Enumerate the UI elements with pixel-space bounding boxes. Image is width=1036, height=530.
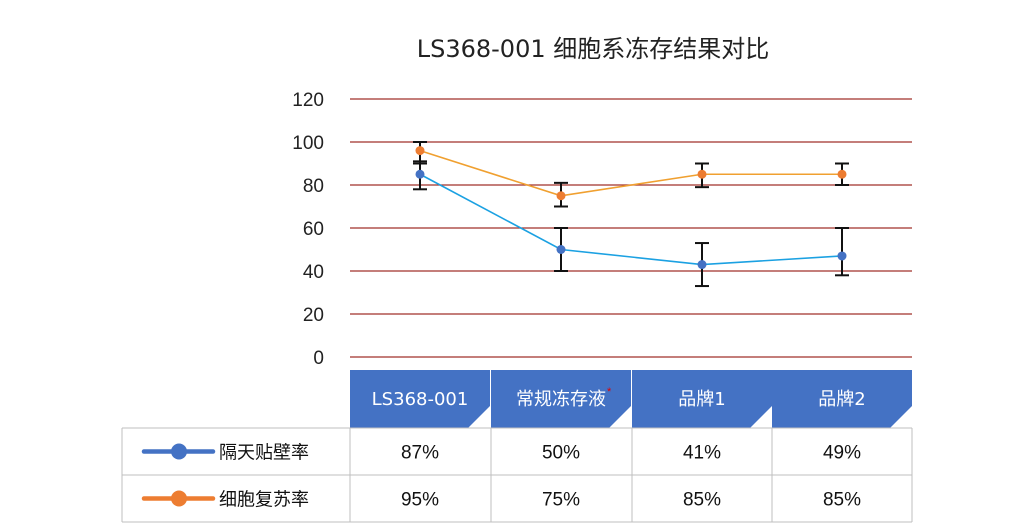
chart-title: LS368-001 细胞系冻存结果对比 bbox=[417, 35, 770, 63]
legend-marker bbox=[171, 490, 187, 507]
category-header-cell bbox=[772, 370, 912, 428]
table-cell: 49% bbox=[823, 443, 861, 464]
y-axis-ticks: 0 20 40 60 80 100 120 bbox=[292, 90, 324, 369]
table-cell: 50% bbox=[542, 443, 580, 464]
table-cell: 75% bbox=[542, 490, 580, 511]
legend-label: 隔天贴壁率 bbox=[219, 443, 309, 464]
category-label: LS368-001 bbox=[372, 389, 469, 410]
y-tick-label: 0 bbox=[313, 348, 324, 369]
series-layer bbox=[413, 141, 849, 288]
legend-label: 细胞复苏率 bbox=[219, 490, 309, 511]
data-point bbox=[556, 245, 566, 254]
category-label: 品牌2 bbox=[818, 389, 865, 410]
grid bbox=[350, 98, 912, 358]
data-point bbox=[837, 169, 847, 179]
table-cell: 85% bbox=[683, 490, 721, 511]
data-point bbox=[415, 169, 425, 179]
y-tick-label: 80 bbox=[303, 176, 324, 197]
table-cell: 41% bbox=[683, 443, 721, 464]
y-tick-label: 100 bbox=[292, 133, 324, 154]
data-point bbox=[415, 146, 425, 156]
data-point bbox=[556, 191, 566, 201]
category-mark: * bbox=[607, 386, 612, 398]
category-header-cell bbox=[632, 370, 772, 428]
y-tick-label: 40 bbox=[303, 262, 324, 283]
category-label: 品牌1 bbox=[678, 389, 725, 410]
category-header-cell bbox=[350, 370, 490, 428]
data-table: LS368-001 常规冻存液 * 品牌1 品牌2 隔天贴壁率 87% 50% 41% 49% 细胞… bbox=[121, 370, 913, 523]
table-cell: 95% bbox=[401, 490, 439, 511]
category-label: 常规冻存液 bbox=[516, 389, 606, 410]
y-tick-label: 60 bbox=[303, 219, 324, 240]
data-point bbox=[837, 251, 847, 261]
legend-marker bbox=[171, 443, 187, 460]
data-point bbox=[697, 260, 707, 270]
y-tick-label: 120 bbox=[292, 90, 324, 111]
data-point bbox=[697, 169, 707, 179]
table-cell: 87% bbox=[401, 443, 439, 464]
category-header-cell bbox=[491, 370, 631, 428]
series-line-0 bbox=[419, 173, 843, 266]
y-tick-label: 20 bbox=[303, 305, 324, 326]
table-cell: 85% bbox=[823, 490, 861, 511]
series-line-1 bbox=[419, 149, 842, 197]
